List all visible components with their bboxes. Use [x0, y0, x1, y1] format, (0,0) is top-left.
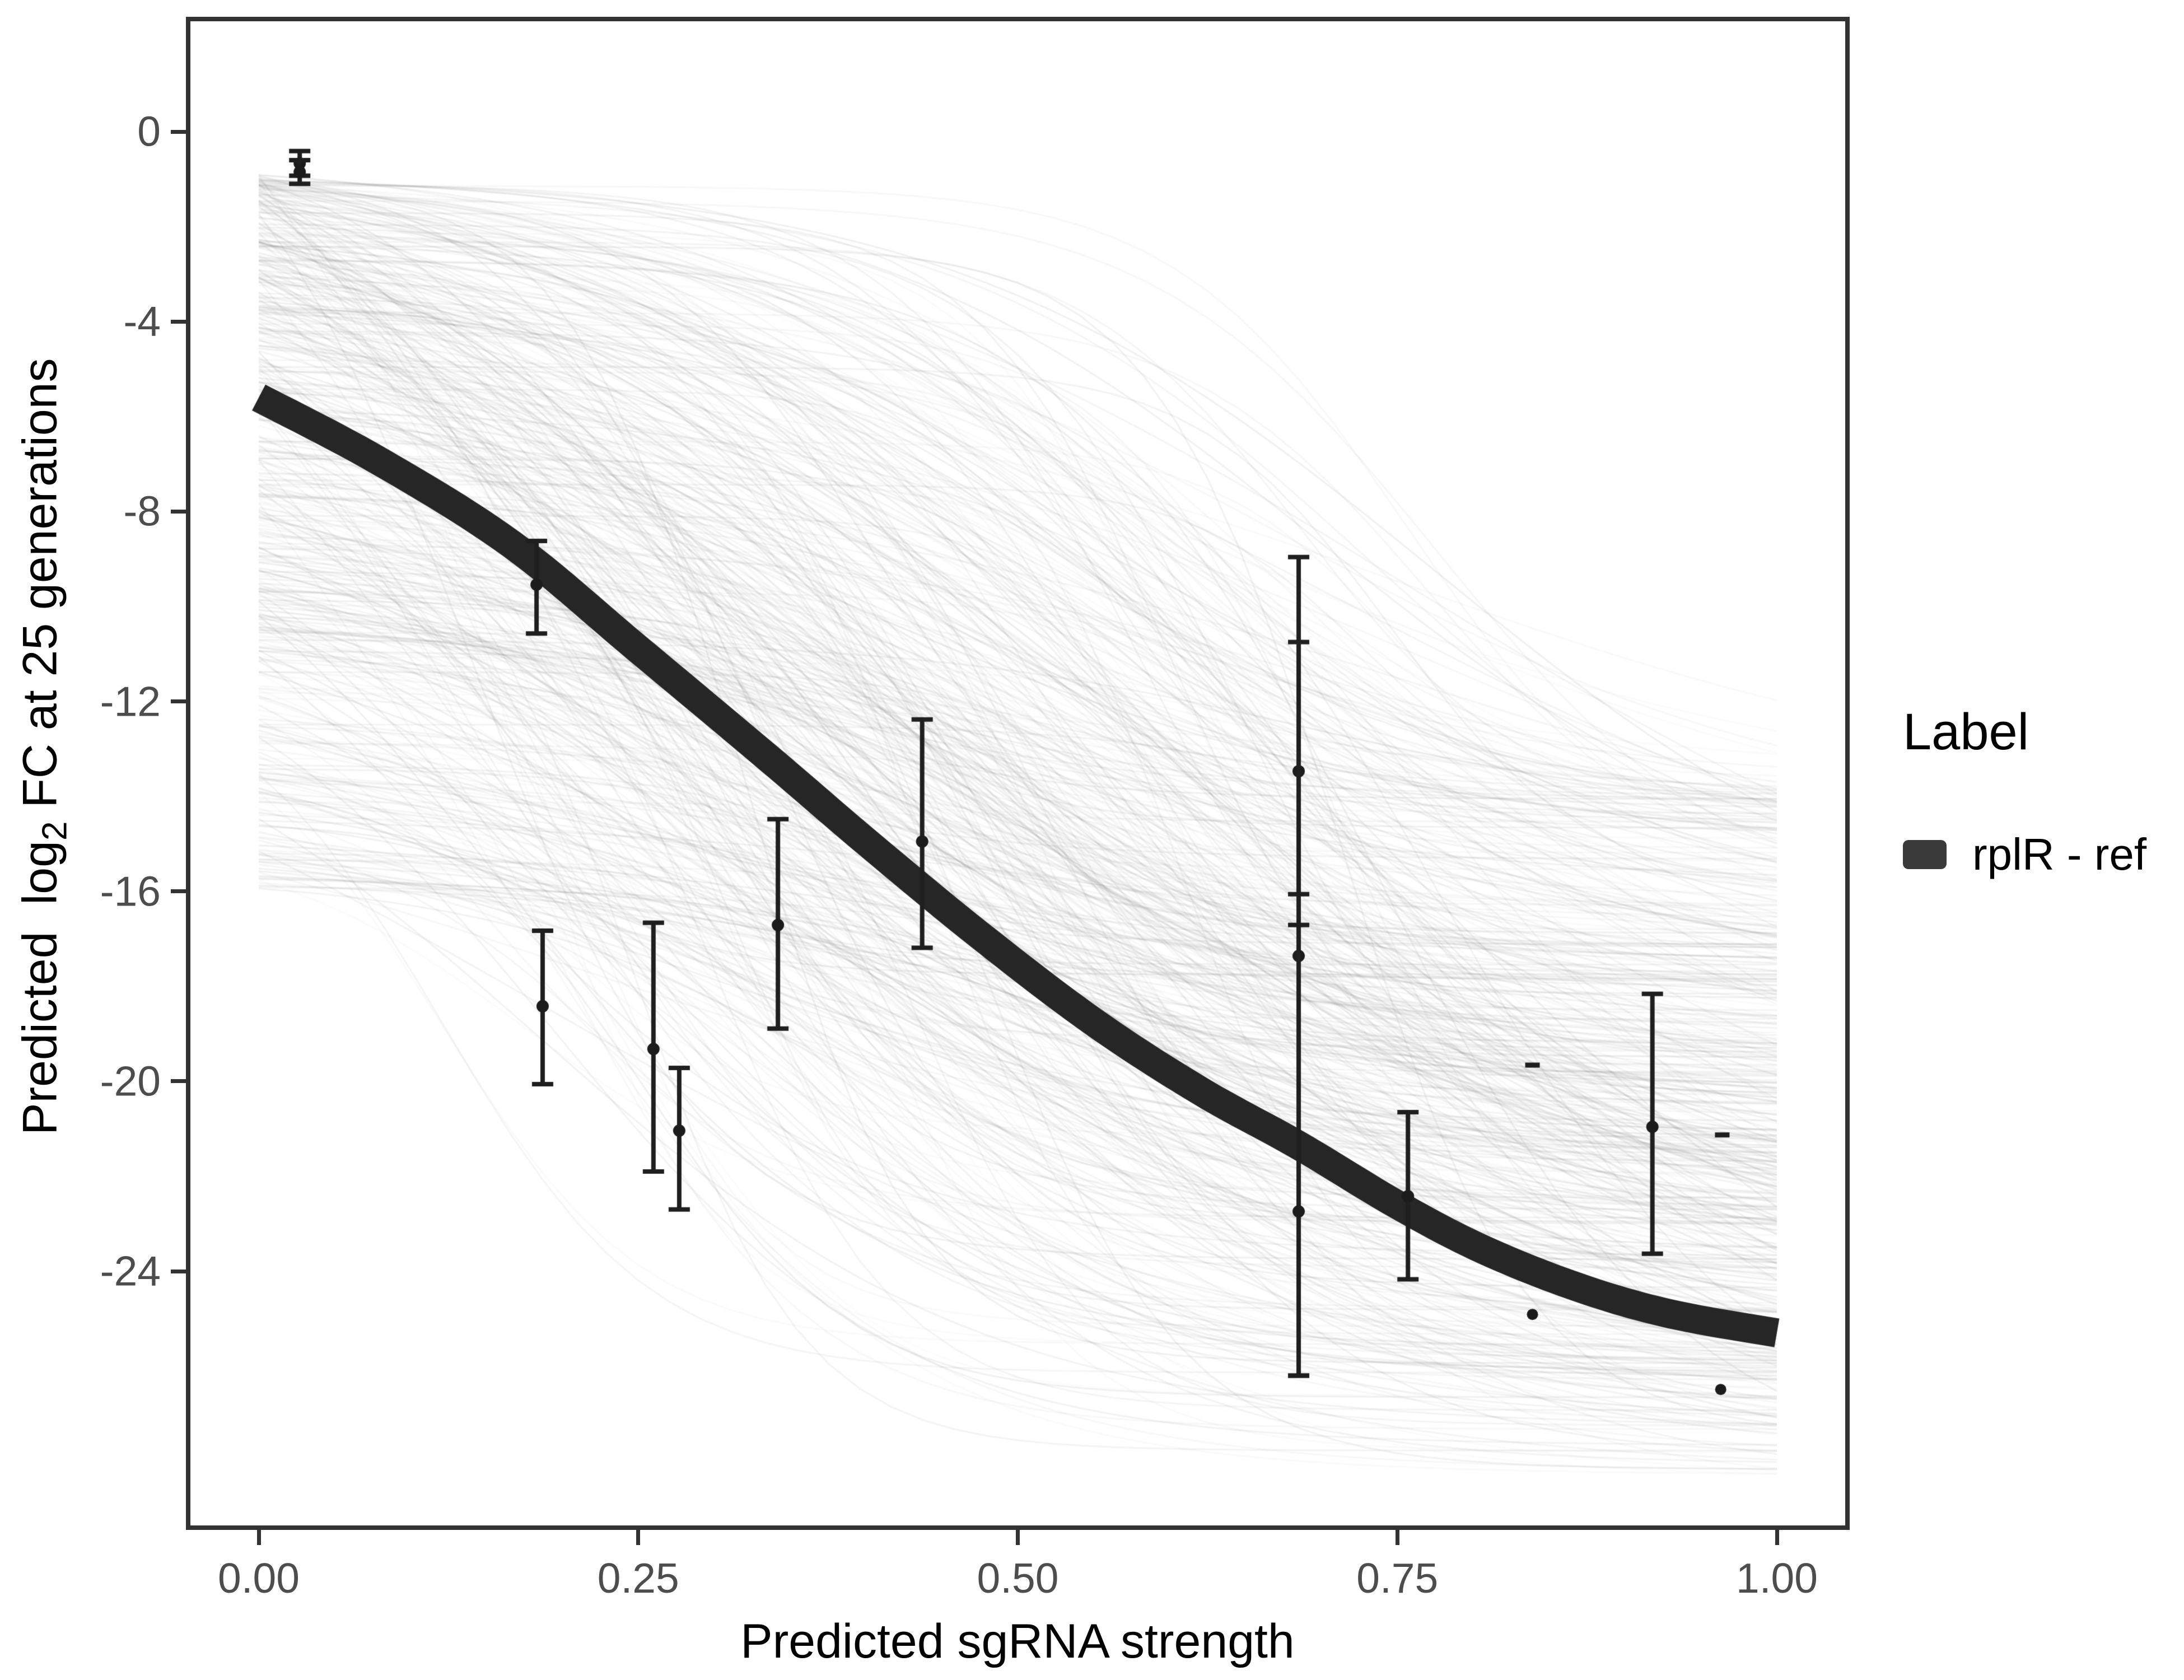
y-tick-label: -24 — [100, 1247, 161, 1295]
y-tick-mark — [171, 889, 186, 894]
legend-entry: rplR - ref — [1903, 829, 2172, 880]
x-tick-label: 0.00 — [218, 1555, 300, 1602]
y-tick-mark — [171, 1079, 186, 1084]
y-tick-label: -20 — [100, 1057, 161, 1105]
y-axis-title-pre: Predicted log — [13, 841, 67, 1135]
y-axis-title-subscript: 2 — [35, 821, 74, 841]
plot-canvas — [190, 21, 1845, 1525]
legend: Label rplR - ref — [1903, 703, 2172, 880]
y-tick-mark — [171, 319, 186, 324]
x-tick-mark — [1395, 1530, 1399, 1545]
x-tick-label: 0.75 — [1356, 1555, 1439, 1602]
y-tick-label: -12 — [100, 678, 161, 725]
y-tick-label: -8 — [123, 487, 161, 535]
x-tick-label: 1.00 — [1736, 1555, 1818, 1602]
y-tick-mark — [171, 509, 186, 514]
legend-swatch-rplR-ref — [1903, 840, 1947, 869]
x-axis-title: Predicted sgRNA strength — [740, 1614, 1295, 1668]
y-axis-title-post: FC at 25 generations — [13, 358, 67, 822]
x-tick-mark — [1775, 1530, 1779, 1545]
legend-entry-label: rplR - ref — [1972, 829, 2147, 879]
x-tick-mark — [1016, 1530, 1020, 1545]
y-tick-label: 0 — [137, 108, 161, 155]
y-tick-label: -4 — [123, 297, 161, 345]
x-tick-mark — [256, 1530, 261, 1545]
plot-panel — [186, 17, 1850, 1530]
x-tick-mark — [636, 1530, 641, 1545]
legend-title: Label — [1903, 703, 2029, 760]
y-tick-mark — [171, 129, 186, 134]
x-tick-label: 0.50 — [977, 1555, 1059, 1602]
y-tick-mark — [171, 699, 186, 703]
y-tick-label: -16 — [100, 867, 161, 915]
x-tick-label: 0.25 — [597, 1555, 679, 1602]
y-tick-mark — [171, 1269, 186, 1273]
